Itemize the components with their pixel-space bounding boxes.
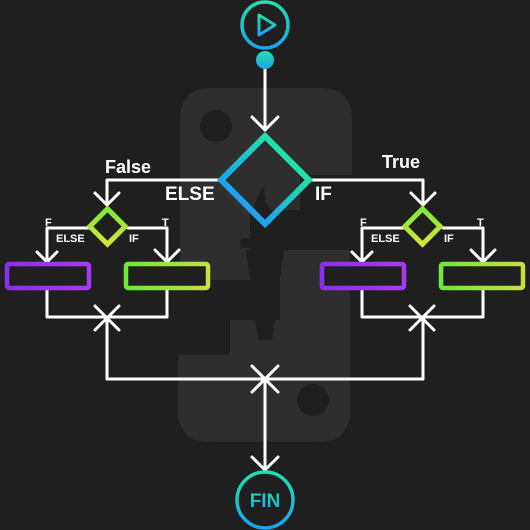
left-if-label: IF [129, 233, 139, 245]
right-if-action-box[interactable] [438, 261, 526, 291]
main-decision-diamond[interactable] [216, 131, 314, 229]
left-else-label: ELSE [56, 233, 85, 245]
left-f-label: F [45, 217, 52, 229]
top-true-label: True [382, 152, 420, 172]
left-t-label: T [162, 217, 169, 229]
top-false-label: False [105, 157, 151, 177]
right-t-label: T [477, 217, 484, 229]
right-decision-diamond[interactable] [401, 205, 444, 248]
top-else-label: ELSE [165, 184, 215, 205]
end-node-label: FIN [250, 491, 281, 512]
right-else-label: ELSE [371, 233, 400, 245]
torch-watermark [240, 185, 290, 340]
play-icon [257, 13, 277, 37]
top-if-label: IF [315, 184, 332, 205]
right-if-label: IF [444, 233, 454, 245]
end-node[interactable]: FIN [235, 470, 295, 530]
left-if-action-box[interactable] [123, 261, 211, 291]
left-else-action-box[interactable] [4, 261, 92, 291]
connector-lines [35, 66, 497, 472]
right-else-action-box[interactable] [319, 261, 407, 291]
right-f-label: F [360, 217, 367, 229]
start-connector-dot [256, 51, 274, 69]
start-node[interactable] [240, 0, 290, 50]
left-decision-diamond[interactable] [86, 205, 129, 248]
